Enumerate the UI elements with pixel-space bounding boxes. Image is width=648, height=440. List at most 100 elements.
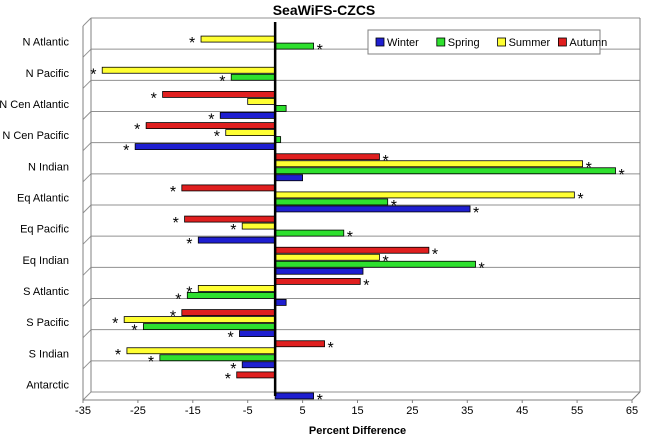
- significance-marker: *: [225, 371, 231, 388]
- x-tick-label: 5: [300, 405, 306, 417]
- x-tick-label: 45: [516, 405, 528, 417]
- x-tick-label: 25: [406, 405, 418, 417]
- chart-title: SeaWiFS-CZCS: [272, 2, 376, 18]
- significance-marker: *: [170, 184, 176, 201]
- category-label: N Pacific: [26, 68, 70, 80]
- bar-summer-6: [241, 222, 276, 230]
- significance-marker: *: [382, 253, 388, 270]
- bar-summer-7: [274, 253, 380, 261]
- significance-marker: *: [219, 73, 225, 90]
- bar-winter-8: [274, 299, 287, 306]
- category-label: Antarctic: [26, 379, 69, 391]
- bar-autumn-2: [162, 91, 276, 98]
- significance-marker: *: [208, 111, 214, 128]
- x-tick-label: -25: [130, 405, 146, 417]
- gridline-diag: [82, 79, 92, 89]
- bar-winter-9: [239, 330, 276, 337]
- gridline-diag: [82, 235, 92, 245]
- bar-spring-5: [274, 198, 389, 206]
- bar-winter-10: [241, 361, 276, 369]
- category-label: N Indian: [28, 161, 69, 173]
- bar-autumn-7: [274, 246, 430, 254]
- significance-marker: *: [123, 143, 129, 160]
- significance-marker: *: [112, 316, 118, 333]
- significance-marker: *: [363, 277, 369, 294]
- bar-autumn-5: [181, 184, 276, 192]
- gridline-diag: [82, 48, 92, 58]
- bar-spring-7: [274, 260, 476, 268]
- significance-marker: *: [432, 246, 438, 263]
- bar-summer-4: [274, 160, 583, 168]
- bar-winter-5: [274, 205, 471, 213]
- gridline-diag: [82, 360, 92, 370]
- bar-winter-4: [274, 174, 303, 182]
- x-tick-label: 65: [626, 405, 638, 417]
- bar-summer-0: [200, 35, 276, 43]
- legend-swatch-autumn: [558, 37, 567, 47]
- category-label: N Cen Pacific: [2, 130, 69, 142]
- bar-spring-4: [274, 167, 616, 175]
- significance-marker: *: [230, 361, 236, 378]
- significance-marker: *: [170, 309, 176, 326]
- bar-autumn-10: [274, 340, 325, 348]
- bar-spring-10: [159, 354, 276, 362]
- x-axis-title: Percent Difference: [309, 425, 406, 437]
- significance-marker: *: [577, 191, 583, 208]
- bar-winter-7: [274, 267, 364, 275]
- significance-marker: *: [186, 284, 192, 301]
- plot-floor-edge: [631, 391, 641, 401]
- bar-spring-6: [274, 229, 345, 237]
- significance-marker: *: [317, 392, 323, 409]
- x-tick-label: 55: [571, 405, 583, 417]
- bar-summer-9: [123, 316, 276, 323]
- legend-label-autumn: Autumn: [569, 37, 607, 49]
- gridline-diag: [82, 298, 92, 307]
- significance-marker: *: [479, 260, 485, 277]
- significance-marker: *: [189, 35, 195, 52]
- significance-marker: *: [214, 129, 220, 146]
- significance-marker: *: [227, 330, 233, 347]
- significance-marker: *: [134, 122, 140, 139]
- significance-marker: *: [619, 167, 625, 184]
- category-label: S Pacific: [26, 317, 69, 329]
- bar-autumn-8: [274, 278, 361, 285]
- category-label: Eq Indian: [23, 255, 69, 267]
- category-label: Eq Pacific: [20, 224, 69, 236]
- gridline-diag: [82, 329, 92, 339]
- bar-winter-11: [274, 392, 314, 400]
- bar-winter-2: [219, 112, 276, 119]
- category-label: S Indian: [29, 348, 69, 360]
- significance-marker: *: [148, 354, 154, 371]
- gridline-diag: [82, 266, 92, 276]
- x-tick-label: -35: [75, 405, 91, 417]
- legend-swatch-winter: [375, 37, 385, 47]
- legend-label-summer: Summer: [509, 37, 551, 49]
- bar-spring-9: [142, 323, 276, 330]
- bar-summer-1: [101, 66, 276, 74]
- significance-marker: *: [175, 291, 181, 308]
- significance-marker: *: [328, 340, 334, 357]
- bar-autumn-9: [181, 309, 276, 316]
- bar-spring-2: [274, 105, 287, 112]
- significance-marker: *: [317, 42, 323, 59]
- bar-summer-2: [247, 98, 276, 105]
- bar-autumn-11: [236, 371, 276, 379]
- significance-marker: *: [230, 222, 236, 239]
- significance-marker: *: [151, 90, 157, 107]
- x-tick-label: -15: [185, 405, 201, 417]
- significance-marker: *: [115, 347, 121, 364]
- legend-label-winter: Winter: [387, 37, 419, 49]
- gridline-diag: [82, 111, 92, 120]
- bar-summer-5: [274, 191, 575, 199]
- x-tick-label: 15: [351, 405, 363, 417]
- significance-marker: *: [473, 205, 479, 222]
- significance-marker: *: [186, 236, 192, 253]
- significance-marker: *: [90, 66, 96, 83]
- x-tick-label: -5: [243, 405, 253, 417]
- gridline-diag: [82, 391, 92, 401]
- bar-spring-8: [186, 292, 276, 299]
- bar-summer-3: [225, 129, 276, 136]
- legend-label-spring: Spring: [448, 37, 480, 49]
